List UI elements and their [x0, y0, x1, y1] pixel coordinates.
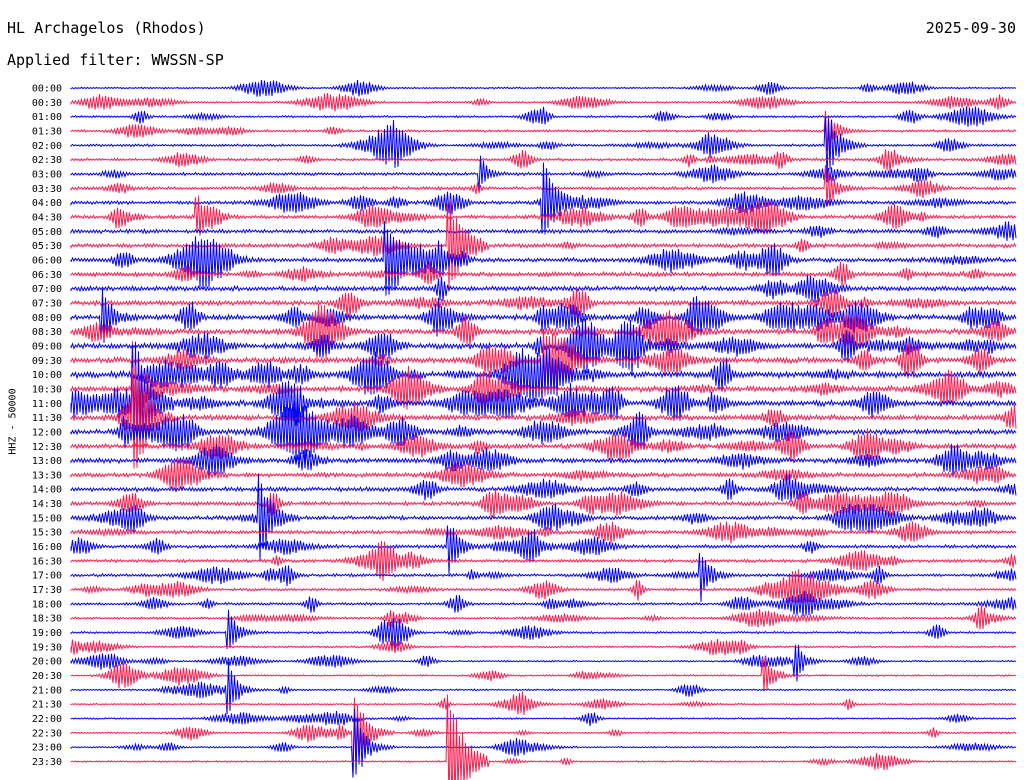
row-label-1800: 18:00	[32, 599, 62, 610]
trace-0030	[70, 93, 1017, 112]
trace-1500	[70, 474, 1017, 561]
row-label-1030: 10:30	[32, 384, 62, 395]
row-label-1300: 13:00	[32, 456, 62, 467]
row-label-1630: 16:30	[32, 556, 62, 567]
trace-0130	[70, 110, 1017, 151]
trace-0630	[70, 261, 1017, 288]
row-label-1600: 16:00	[32, 542, 62, 553]
trace-1000	[70, 347, 1017, 403]
trace-0430	[70, 195, 1017, 236]
row-label-0030: 00:30	[32, 98, 62, 109]
row-label-0230: 02:30	[32, 155, 62, 166]
trace-2130	[70, 691, 1017, 716]
trace-1830	[70, 605, 1017, 630]
row-label-2130: 21:30	[32, 700, 62, 711]
row-label-2030: 20:30	[32, 671, 62, 682]
trace-2200	[70, 711, 1017, 727]
trace-0400	[70, 162, 1017, 235]
trace-1200	[70, 399, 1017, 462]
trace-1730	[70, 569, 1017, 604]
trace-1530	[70, 521, 1017, 544]
row-label-2300: 23:00	[32, 743, 62, 754]
row-label-1000: 10:00	[32, 370, 62, 381]
trace-2330	[70, 694, 1017, 780]
trace-2230	[70, 697, 1017, 777]
row-label-0000: 00:00	[32, 84, 62, 95]
row-label-2100: 21:00	[32, 685, 62, 696]
row-label-0430: 04:30	[32, 212, 62, 223]
trace-1930	[70, 639, 1017, 656]
trace-0100	[70, 106, 1017, 127]
trace-1100	[70, 341, 1017, 449]
time-labels: 00:00 00:30 01:00 01:30 02:00 02:30 03:00 03:30…	[32, 84, 62, 769]
row-label-1330: 13:30	[32, 470, 62, 481]
trace-0600	[70, 220, 1017, 296]
row-label-1530: 15:30	[32, 528, 62, 539]
trace-0800	[70, 288, 1017, 343]
trace-0830	[70, 304, 1017, 360]
trace-2100	[70, 662, 1017, 715]
row-label-2230: 22:30	[32, 728, 62, 739]
trace-1400	[70, 473, 1017, 502]
row-label-0130: 01:30	[32, 126, 62, 137]
row-label-1130: 11:30	[32, 413, 62, 424]
row-label-1700: 17:00	[32, 571, 62, 582]
row-label-0200: 02:00	[32, 141, 62, 152]
trace-0530	[70, 198, 1017, 291]
trace-2000	[70, 644, 1017, 682]
row-label-0400: 04:00	[32, 198, 62, 209]
row-label-1430: 14:30	[32, 499, 62, 510]
row-label-1200: 12:00	[32, 427, 62, 438]
trace-1700	[70, 552, 1017, 602]
trace-0700	[70, 275, 1017, 303]
row-label-1500: 15:00	[32, 513, 62, 524]
filter-label: Applied filter: WWSSN-SP	[7, 51, 224, 69]
trace-1800	[70, 590, 1017, 617]
trace-1600	[70, 525, 1017, 575]
row-label-1230: 12:30	[32, 442, 62, 453]
row-label-0100: 01:00	[32, 112, 62, 123]
row-label-0500: 05:00	[32, 227, 62, 238]
row-label-2200: 22:00	[32, 714, 62, 725]
row-label-0630: 06:30	[32, 270, 62, 281]
row-label-2330: 23:30	[32, 757, 62, 768]
row-label-2000: 20:00	[32, 657, 62, 668]
trace-1230	[70, 428, 1017, 462]
row-label-0900: 09:00	[32, 341, 62, 352]
trace-1900	[70, 609, 1017, 650]
trace-1630	[70, 541, 1017, 582]
trace-2300	[70, 708, 1017, 778]
row-label-1900: 19:00	[32, 628, 62, 639]
row-label-0830: 08:30	[32, 327, 62, 338]
row-label-0730: 07:30	[32, 298, 62, 309]
station-title: HL Archagelos (Rhodos)	[7, 19, 206, 37]
trace-1030	[70, 341, 1017, 426]
seismogram-traces	[70, 79, 1017, 780]
row-label-1100: 11:00	[32, 399, 62, 410]
row-label-1830: 18:30	[32, 614, 62, 625]
record-date: 2025-09-30	[925, 19, 1016, 37]
row-label-0700: 07:00	[32, 284, 62, 295]
trace-0230	[70, 149, 1017, 173]
row-label-0530: 05:30	[32, 241, 62, 252]
trace-0200	[70, 116, 1017, 183]
row-label-1400: 14:00	[32, 485, 62, 496]
row-label-0800: 08:00	[32, 313, 62, 324]
row-label-0300: 03:00	[32, 169, 62, 180]
trace-0730	[70, 287, 1017, 320]
trace-2030	[70, 656, 1017, 692]
trace-1130	[70, 364, 1017, 469]
trace-1300	[70, 443, 1017, 476]
trace-1430	[70, 488, 1017, 519]
row-label-0600: 06:00	[32, 255, 62, 266]
trace-0000	[70, 79, 1017, 97]
row-label-0930: 09:30	[32, 356, 62, 367]
trace-0500	[70, 221, 1017, 241]
trace-1330	[70, 457, 1017, 491]
row-label-1730: 17:30	[32, 585, 62, 596]
row-label-0330: 03:30	[32, 184, 62, 195]
row-label-1930: 19:30	[32, 642, 62, 653]
